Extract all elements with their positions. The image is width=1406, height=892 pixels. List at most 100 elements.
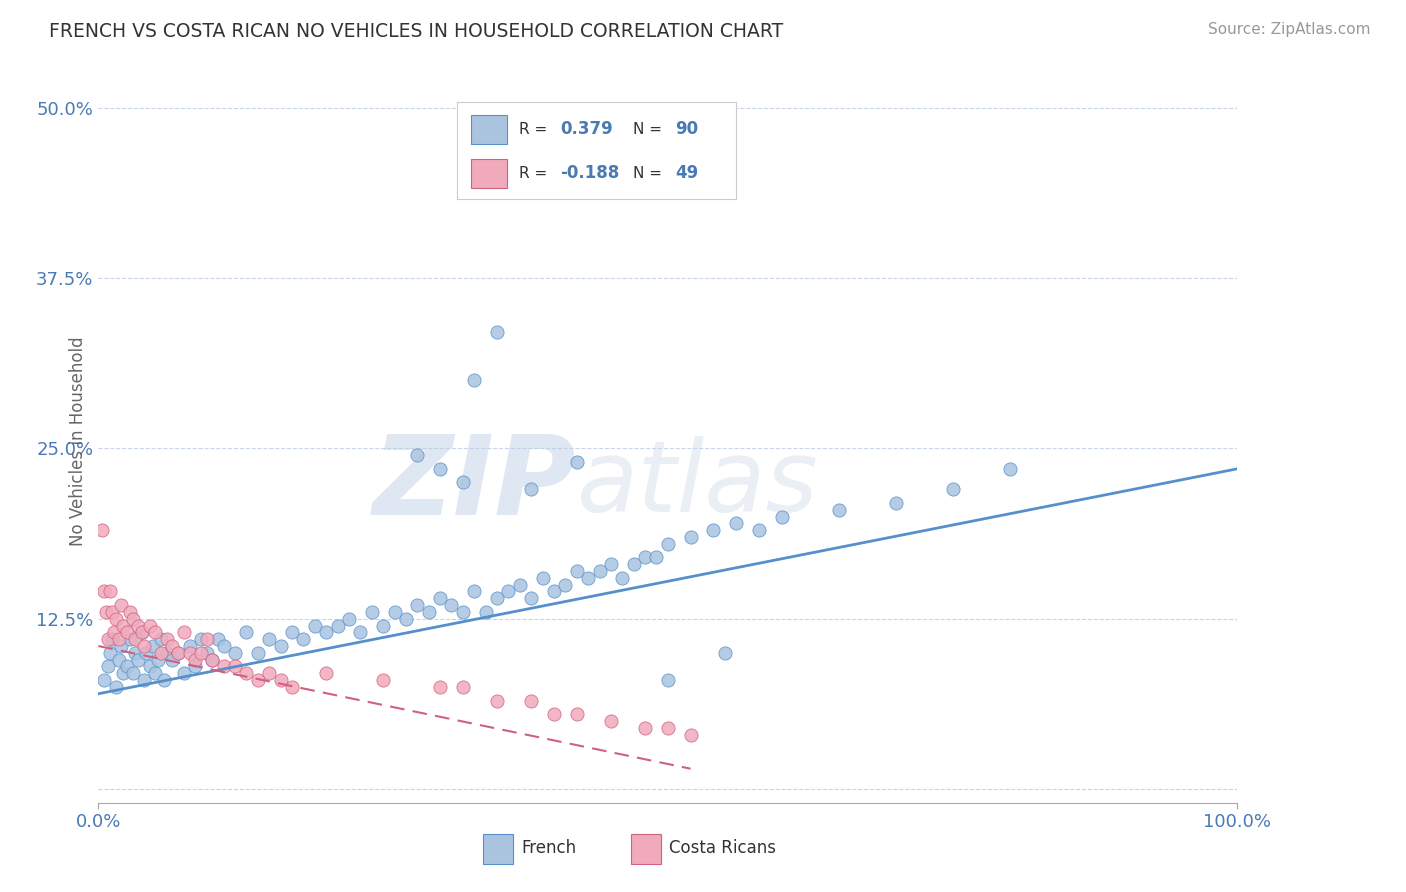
Point [150,646,173,660]
Point [451,475,474,490]
Point [145,625,167,640]
Point [486,693,509,707]
Point [184,653,207,667]
Point [270,639,292,653]
Point [714,646,737,660]
Point [110,639,132,653]
Point [998,462,1021,476]
Point [212,659,235,673]
Point [884,496,907,510]
Point [565,564,588,578]
Point [657,537,679,551]
Point [112,666,135,681]
Point [384,605,406,619]
Point [770,509,793,524]
Point [93,673,115,687]
Point [173,625,195,640]
Point [474,605,496,619]
Text: Source: ZipAtlas.com: Source: ZipAtlas.com [1208,22,1371,37]
Point [451,680,474,694]
Point [657,721,679,735]
Point [156,646,179,660]
Point [120,632,142,647]
Point [224,659,246,673]
Point [112,618,135,632]
Point [612,571,634,585]
Point [145,666,167,681]
Point [132,639,155,653]
Point [138,618,160,632]
Point [259,666,281,681]
Point [395,612,418,626]
Point [179,646,201,660]
Point [132,673,155,687]
Point [224,646,246,660]
Point [600,558,623,572]
Point [150,632,173,647]
Point [281,680,304,694]
Point [142,639,165,653]
Point [520,482,543,496]
Point [315,625,337,640]
Point [748,523,770,537]
Point [246,673,269,687]
Point [371,618,394,632]
Point [942,482,965,496]
Point [679,728,702,742]
Point [565,707,588,722]
Point [108,632,131,647]
Point [702,523,724,537]
Point [281,625,304,640]
Point [543,707,565,722]
Point [246,646,269,660]
Point [90,523,112,537]
Point [138,659,160,673]
Point [531,571,554,585]
Point [195,646,218,660]
Point [124,646,146,660]
Point [110,598,132,612]
Point [156,632,179,647]
Point [509,577,531,591]
Point [104,612,127,626]
Point [406,448,429,462]
Point [104,680,127,694]
Point [101,632,124,647]
Point [259,632,281,647]
Point [162,653,184,667]
Point [486,326,509,340]
Point [315,666,337,681]
Text: ZIP: ZIP [373,432,576,539]
Point [349,625,371,640]
Point [429,680,451,694]
Point [173,666,195,681]
Point [725,516,748,531]
Point [195,632,218,647]
Point [623,558,645,572]
Point [235,625,257,640]
Point [103,625,125,640]
Point [190,632,212,647]
Point [121,612,143,626]
Point [190,646,212,660]
Point [153,673,176,687]
Point [127,618,149,632]
Point [337,612,360,626]
Text: FRENCH VS COSTA RICAN NO VEHICLES IN HOUSEHOLD CORRELATION CHART: FRENCH VS COSTA RICAN NO VEHICLES IN HOU… [49,22,783,41]
Point [131,625,153,640]
Point [360,605,382,619]
Point [201,653,224,667]
Point [520,693,543,707]
Point [101,605,124,619]
Y-axis label: No Vehicles in Household: No Vehicles in Household [69,336,87,547]
Point [270,673,292,687]
Point [179,639,201,653]
Point [520,591,543,606]
Point [576,571,599,585]
Point [167,646,190,660]
Point [543,584,565,599]
Point [292,632,315,647]
Point [418,605,440,619]
Point [440,598,463,612]
Point [93,584,115,599]
